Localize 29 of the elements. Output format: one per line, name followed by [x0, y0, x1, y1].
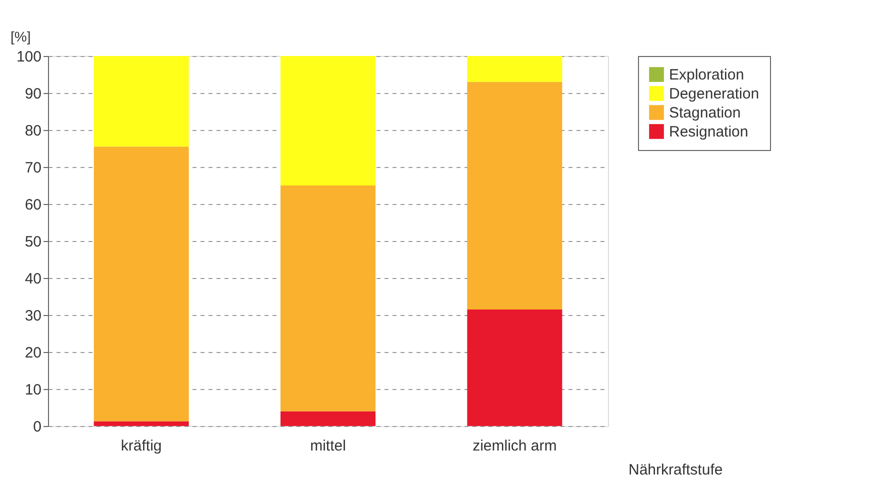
bar — [280, 186, 376, 412]
y-tick-label: 60 — [24, 196, 42, 214]
y-tick-label: 100 — [16, 48, 42, 66]
bar — [94, 56, 189, 147]
legend-label: Degeneration — [669, 86, 760, 102]
y-tick-label: 20 — [24, 344, 42, 362]
x-tick-label: ziemlich arm — [472, 438, 557, 454]
y-tick-label: 70 — [24, 160, 42, 176]
legend-label: Exploration — [669, 66, 744, 84]
legend-label: Resignation — [669, 124, 748, 140]
bar — [94, 421, 189, 426]
bar — [467, 56, 562, 82]
bar — [94, 146, 189, 422]
y-tick-label: 90 — [24, 86, 42, 102]
bar — [280, 56, 376, 186]
y-tick-label: 50 — [24, 234, 42, 250]
bar — [467, 82, 562, 310]
x-tick-label: mittel — [310, 438, 346, 454]
x-axis-title: Nährkraftstufe — [628, 462, 723, 478]
y-axis-title: [%] — [10, 28, 31, 44]
y-tick-label: 0 — [33, 418, 42, 436]
y-tick-label: 10 — [24, 382, 42, 398]
bar — [280, 411, 376, 426]
legend-label: Stagnation — [669, 104, 741, 122]
y-tick-label: 40 — [24, 270, 42, 288]
y-tick-label: 80 — [24, 122, 42, 140]
y-tick-label: 30 — [24, 308, 42, 324]
bar — [467, 309, 562, 426]
x-tick-label: kräftig — [120, 438, 162, 454]
